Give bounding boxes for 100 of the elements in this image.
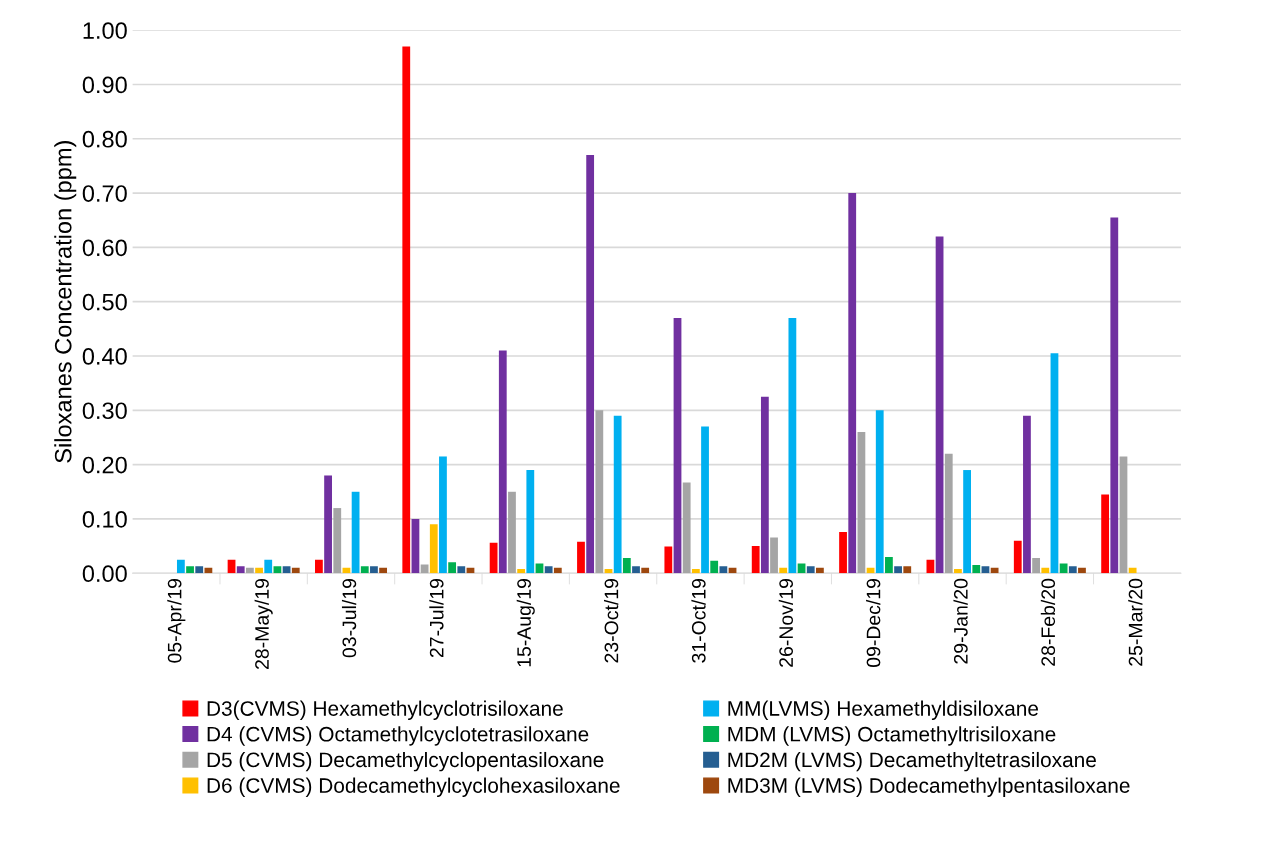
bar	[622, 558, 631, 574]
y-tick-label: 0.30	[82, 402, 127, 420]
y-tick-label: 1.00	[83, 22, 127, 39]
bar	[402, 46, 411, 574]
legend-label: MD3M (LVMS) Dodecamethylpentasiloxane	[728, 777, 1130, 798]
bar	[498, 350, 507, 574]
y-tick-label: 0.90	[82, 76, 127, 94]
bar	[701, 426, 709, 574]
bar	[439, 456, 447, 574]
bar	[489, 542, 498, 574]
bar	[990, 567, 999, 574]
bar	[632, 566, 640, 574]
bar	[816, 567, 824, 574]
bar	[972, 565, 981, 574]
legend-label: D4 (CVMS) Octamethylcyclotetrasiloxane	[207, 726, 589, 746]
bar	[760, 396, 769, 574]
bar	[420, 564, 429, 574]
bar	[797, 563, 806, 574]
x-tick-label: 29-Jan/20	[953, 578, 968, 664]
bar	[553, 567, 562, 574]
bar	[806, 566, 815, 574]
x-tick-label: 03-Jul/19	[341, 579, 357, 658]
bar	[779, 567, 788, 574]
bar	[204, 567, 213, 574]
bar	[1032, 558, 1041, 574]
bar	[1128, 567, 1137, 574]
bar	[839, 531, 847, 574]
y-axis-title: Siloxanes Concentration (ppm)	[54, 141, 77, 463]
bar	[691, 568, 700, 574]
bar	[641, 567, 650, 574]
bar	[370, 566, 378, 574]
bar	[360, 566, 369, 574]
bar	[176, 559, 185, 574]
x-tick-label: 09-Dec/19	[866, 579, 881, 668]
bar	[535, 563, 544, 574]
bar	[710, 560, 719, 574]
bar	[379, 567, 388, 574]
bar	[586, 155, 595, 574]
bar	[577, 541, 585, 574]
bar	[1068, 566, 1077, 574]
y-tick-label: 0.10	[82, 510, 127, 528]
bar	[682, 482, 691, 574]
bar	[857, 432, 866, 574]
bar	[1050, 353, 1059, 574]
bar	[333, 508, 342, 574]
bar	[236, 566, 245, 574]
y-tick-label: 0.70	[82, 185, 127, 202]
bar	[673, 317, 682, 574]
bar	[1041, 567, 1050, 574]
bar	[1101, 494, 1110, 574]
y-tick-label: 0.60	[82, 239, 127, 257]
bar	[457, 566, 466, 574]
x-tick-label: 28-Feb/20	[1040, 578, 1056, 666]
bar	[885, 556, 893, 574]
bar	[963, 470, 971, 574]
bar	[1119, 456, 1128, 574]
bar	[1023, 415, 1031, 574]
bar	[894, 566, 902, 574]
y-tick-label: 0.00	[82, 565, 127, 583]
x-tick-label: 27-Jul/19	[429, 579, 444, 658]
legend-label: D6 (CVMS) Dodecamethylcyclohexasiloxane	[207, 777, 620, 798]
bar	[788, 317, 797, 574]
bar	[448, 562, 457, 574]
bar	[508, 491, 516, 574]
bar	[954, 568, 962, 574]
bar	[751, 546, 760, 574]
bar	[944, 453, 953, 574]
bar	[613, 415, 622, 574]
legend-label: D5 (CVMS) Decamethylcyclopentasiloxane	[207, 751, 604, 772]
bar	[1013, 540, 1022, 574]
bar	[664, 546, 673, 574]
legend-label: MM(LVMS) Hexamethyldisiloxane	[728, 700, 1039, 721]
x-tick-label: 28-May/19	[254, 579, 273, 669]
bar	[186, 566, 194, 574]
y-tick-label: 0.80	[82, 130, 127, 148]
bar	[595, 410, 604, 574]
bar	[903, 566, 912, 574]
bar	[1078, 567, 1086, 574]
legend-label: D3(CVMS) Hexamethylcyclotrisiloxane	[207, 700, 563, 721]
bar	[848, 193, 857, 574]
bar	[935, 236, 944, 574]
y-tick-label: 0.50	[82, 293, 127, 311]
x-tick-label: 25-Mar/20	[1128, 578, 1143, 666]
bar	[195, 566, 204, 574]
legend-label: MDM (LVMS) Octamethyltrisiloxane	[728, 726, 1056, 746]
bar	[526, 470, 535, 574]
bar	[245, 567, 254, 574]
bar	[1059, 563, 1068, 574]
bar	[517, 568, 526, 574]
bar	[770, 537, 778, 574]
x-tick-label: 23-Oct/19	[604, 579, 619, 663]
x-tick-label: 26-Nov/19	[778, 579, 794, 667]
bar	[429, 524, 438, 574]
bar	[719, 566, 728, 574]
bar	[544, 566, 553, 574]
bar	[875, 410, 884, 574]
bar	[1110, 217, 1119, 574]
bar	[264, 559, 273, 574]
x-tick-label: 31-Oct/19	[691, 579, 706, 663]
x-tick-label: 05-Apr/19	[167, 579, 186, 663]
